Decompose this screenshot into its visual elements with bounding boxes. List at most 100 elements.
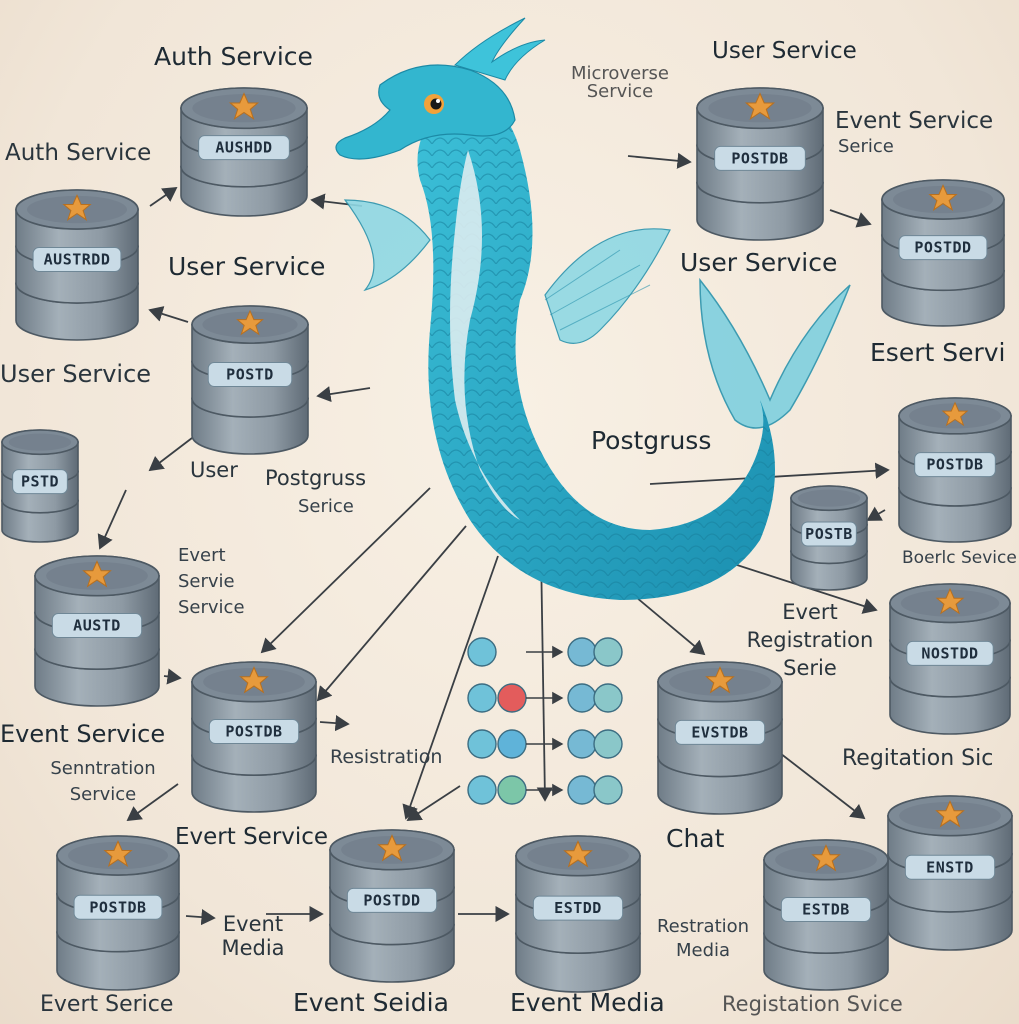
label-regitation-svc: Regitation Sic <box>842 746 994 771</box>
node-circle <box>567 775 597 805</box>
connector-arrow <box>316 525 467 702</box>
connector-arrow <box>149 186 178 207</box>
database-db-right-upper: POSTDD <box>881 179 1005 327</box>
label-senntration-service: Senntration Service <box>50 758 156 805</box>
connector-arrow <box>775 749 866 820</box>
connector-arrow <box>163 668 182 685</box>
database-db-user: POSTD <box>191 305 309 455</box>
label-postgruss: Postgruss <box>591 426 712 455</box>
node-circles <box>467 637 623 805</box>
database-db-center-right: EVSTDB <box>657 661 783 815</box>
database-label: AUSHDD <box>215 139 272 157</box>
database-label: POSTDB <box>731 149 788 167</box>
label-event-service-top-right: Event Service <box>835 108 994 134</box>
label-event-media-left: Event Media <box>221 912 285 960</box>
database-db-top-left: AUSTRDD <box>15 189 139 341</box>
database-db-top-center: AUSHDD <box>180 87 308 217</box>
connector-arrow <box>260 487 431 654</box>
label-event-service-left: Event Service <box>0 720 166 748</box>
node-circle <box>567 683 597 713</box>
label-user-service-right: User Service <box>680 248 838 277</box>
database-label: PSTD <box>21 473 59 491</box>
node-circle <box>497 729 527 759</box>
label-evert-servie-service: Evert Servie Service <box>178 545 245 618</box>
seahorse-mascot <box>335 17 851 600</box>
connector-arrow <box>97 489 127 550</box>
connector-arrow <box>148 306 189 323</box>
label-microverse-service: Microverse Service <box>570 63 670 102</box>
database-db-bottom-1: POSTDB <box>56 835 180 991</box>
label-evert-service-bottom: Evert Service <box>175 824 329 850</box>
database-db-small-left: PSTD <box>1 429 79 543</box>
database-db-top-right: POSTDB <box>696 87 824 241</box>
label-event-registration: Evert Registration Serie <box>746 600 874 680</box>
connector-arrow <box>148 437 193 472</box>
label-restration-media: Restration Media <box>656 916 750 961</box>
node-circle <box>593 729 623 759</box>
node-circle <box>593 637 623 667</box>
label-esert-servi: Esert Servi <box>870 338 1006 367</box>
database-cylinders: AUSHDD AUSTRDD POSTD PSTD AUSTD POSTDB POSTDB P… <box>1 87 1013 993</box>
label-bottom-evert-serice: Evert Serice <box>40 992 174 1017</box>
label-serice-sub: Serice <box>298 496 354 517</box>
label-user: User <box>190 458 238 482</box>
connector-arrow <box>829 209 872 228</box>
node-circle <box>467 729 497 759</box>
database-label: POSTB <box>805 525 853 543</box>
database-db-center-left: POSTDB <box>191 661 317 813</box>
connector-arrow <box>185 909 216 926</box>
database-db-bottom-2: POSTDD <box>329 829 455 983</box>
label-auth-service-left: Auth Service <box>5 140 152 166</box>
database-label: AUSTD <box>73 616 121 634</box>
label-bottom-event-seidia: Event Seidia <box>293 988 449 1017</box>
node-circle <box>467 637 497 667</box>
database-db-small-right: POSTB <box>790 485 868 591</box>
connector-arrow <box>402 555 499 820</box>
node-circle <box>567 729 597 759</box>
database-label: POSTD <box>226 365 274 383</box>
node-circle <box>567 637 597 667</box>
database-db-bottom-3: ESTDD <box>515 835 641 993</box>
connector-arrow <box>866 506 886 521</box>
label-serice: Serice <box>838 136 894 157</box>
label-user-service-mid: User Service <box>168 252 326 281</box>
node-circle <box>497 683 527 713</box>
database-label: POSTDD <box>363 891 420 909</box>
database-label: ESTDD <box>554 899 602 917</box>
connector-arrow <box>126 783 179 822</box>
label-bottom-event-media: Event Media <box>510 988 665 1017</box>
label-auth-service-top: Auth Service <box>154 42 313 71</box>
connector-arrow <box>316 386 371 403</box>
label-user-service-left: User Service <box>0 360 152 388</box>
database-label: EVSTDB <box>691 723 748 741</box>
node-circle <box>467 683 497 713</box>
database-label: NOSTDD <box>921 644 978 662</box>
database-label: AUSTRDD <box>44 250 111 268</box>
database-db-bottom-right: ENSTD <box>887 795 1013 951</box>
database-label: POSTDB <box>926 456 983 474</box>
connector-arrow <box>319 715 350 732</box>
database-label: ENSTD <box>926 858 974 876</box>
database-label: POSTDB <box>225 722 282 740</box>
label-user-service-top-right: User Service <box>712 38 857 64</box>
connector-arrow <box>627 152 692 169</box>
database-db-right-lower: NOSTDD <box>889 583 1011 735</box>
connector-arrow <box>406 785 461 821</box>
label-boerlc-sevice: Boerlc Sevice <box>902 548 1017 568</box>
database-label: POSTDD <box>914 239 971 257</box>
node-circle <box>593 683 623 713</box>
node-circle <box>467 775 497 805</box>
node-circle <box>593 775 623 805</box>
database-db-left-mid: AUSTD <box>34 555 160 707</box>
node-circle <box>497 775 527 805</box>
database-label: ESTDB <box>802 900 850 918</box>
label-chat: Chat <box>666 824 725 853</box>
database-db-right-mid: POSTDB <box>898 397 1012 543</box>
label-registration: Resistration <box>330 746 443 768</box>
database-db-bottom-4: ESTDB <box>763 839 889 991</box>
label-postgruss-service: Postgruss <box>265 466 367 490</box>
database-label: POSTDB <box>89 898 146 916</box>
label-bottom-registation: Registation Svice <box>722 992 903 1016</box>
